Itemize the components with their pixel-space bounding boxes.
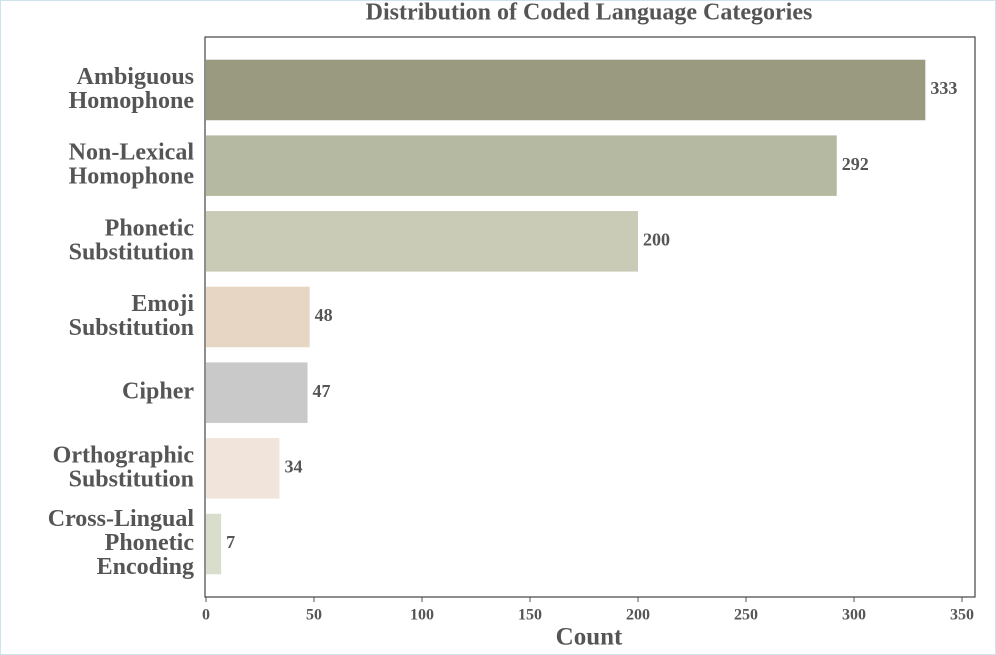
x-tick-label: 250 [734, 607, 758, 624]
y-tick-label: Emoji Substitution [63, 291, 195, 341]
chart-title: Distribution of Coded Language Categorie… [366, 0, 813, 26]
y-tick-label: Cipher [122, 378, 194, 404]
x-tick-label: 100 [410, 607, 434, 624]
y-tick-label: Cross-Lingual Phonetic Encoding [48, 506, 195, 580]
y-tick-label: Ambiguous Homophone [63, 63, 195, 113]
y-tick-label: Phonetic Substitution [63, 215, 195, 265]
plot-frame [204, 36, 976, 598]
bar [206, 438, 280, 499]
value-label: 48 [315, 305, 333, 325]
bar [206, 362, 308, 423]
y-tick-label: Non-Lexical Homophone [63, 139, 195, 189]
bar [206, 286, 310, 348]
value-label: 200 [643, 229, 670, 249]
y-tick-label: Orthographic Substitution [53, 442, 195, 492]
bar [206, 59, 926, 121]
x-axis-label: Count [556, 624, 623, 651]
value-label: 292 [842, 154, 869, 174]
value-label: 34 [284, 456, 302, 476]
x-tick-label: 350 [950, 607, 974, 624]
bar [206, 135, 837, 196]
bar [206, 513, 222, 575]
x-tick-label: 150 [518, 607, 542, 624]
bar [206, 211, 639, 272]
x-tick-label: 50 [306, 607, 322, 624]
value-label: 7 [226, 532, 235, 552]
value-label: 47 [313, 381, 331, 401]
value-label: 333 [930, 78, 957, 98]
x-tick-label: 0 [202, 607, 210, 624]
x-tick-label: 300 [842, 607, 866, 624]
x-tick-label: 200 [626, 607, 650, 624]
